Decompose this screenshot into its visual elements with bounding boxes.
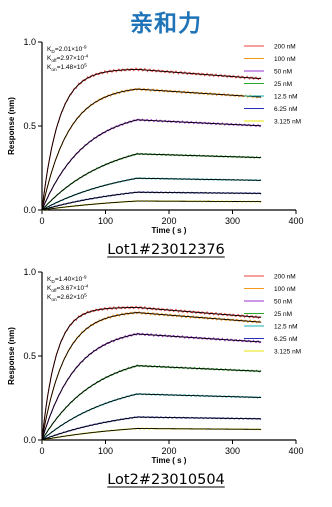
fit-curve-12-5-nM	[41, 177, 262, 211]
legend-label: 25 nM	[274, 81, 292, 88]
response-curve-50-nM	[41, 332, 262, 441]
kinetics-value: =1.48×10	[57, 64, 85, 71]
kinetics-subscript: D	[51, 49, 55, 55]
x-tick-label: 100	[98, 446, 113, 456]
legend-label: 25 nM	[274, 311, 292, 318]
kinetics-koff: Koff=2.97×10-4	[47, 53, 89, 63]
kinetics-symbol: K	[47, 294, 52, 301]
x-tick-label: 200	[161, 446, 176, 456]
chart-lot1: 0 100 200 300 400 0.0 0.5 1.0 Time ( s ) Response…	[7, 37, 304, 258]
response-curve-50-nM	[41, 118, 262, 211]
legend-label: 3.125 nM	[274, 118, 301, 125]
kinetics-koff: Koff=3.67×10-4	[47, 283, 89, 293]
fit-curve-25-nM	[41, 365, 262, 441]
fit-curve-50-nM	[41, 333, 262, 441]
kinetics-exponent: -4	[84, 53, 89, 59]
fit-curve-6-25-nM	[41, 416, 262, 441]
kinetics-KD: KD=1.40×10-9	[47, 274, 87, 284]
fit-curve-3-125-nM	[41, 428, 262, 441]
response-curves	[41, 67, 262, 211]
legend-label: 6.25 nM	[274, 336, 298, 343]
x-axis-label: Time ( s )	[152, 456, 187, 465]
legend-label: 6.25 nM	[274, 106, 298, 113]
response-curve-200-nM	[41, 305, 262, 441]
kinetics-symbol: K	[47, 64, 52, 71]
response-curve-100-nM	[41, 87, 262, 210]
legend-label: 12.5 nM	[274, 323, 298, 330]
page-title: 亲和力	[130, 11, 202, 37]
kinetics-value: =1.40×10	[55, 276, 83, 283]
kinetics-exponent: 5	[84, 62, 87, 68]
fit-curve-100-nM	[41, 88, 262, 211]
y-tick-label: 0.0	[23, 205, 36, 215]
fit-curve-100-nM	[41, 312, 262, 441]
kinetics-subscript: D	[51, 279, 55, 285]
x-tick-label: 400	[288, 446, 303, 456]
kinetics-exponent: -4	[84, 283, 89, 289]
lot-caption: Lot2#23010504	[107, 472, 225, 488]
kinetics-value: =2.01×10	[55, 46, 83, 53]
x-tick-label: 300	[225, 216, 240, 226]
y-tick-label: 1.0	[23, 267, 36, 277]
kinetics-subscript: off	[51, 288, 57, 294]
kinetics-exponent: -9	[82, 44, 87, 50]
y-tick-label: 0.5	[23, 351, 36, 361]
legend-label: 100 nM	[274, 56, 296, 63]
response-curve-100-nM	[41, 310, 262, 440]
fit-curves	[41, 68, 262, 211]
fit-curve-25-nM	[41, 153, 262, 211]
y-tick-label: 1.0	[23, 37, 36, 47]
kinetics-kon: Kon=1.48×105	[47, 62, 87, 72]
y-axis-label: Response (nm)	[7, 327, 16, 385]
legend-label: 50 nM	[274, 68, 292, 75]
kinetics-exponent: -9	[82, 274, 87, 280]
kinetics-subscript: on	[51, 298, 57, 303]
x-tick-label: 100	[98, 216, 113, 226]
legend-label: 200 nM	[274, 273, 296, 280]
lot-caption: Lot1#23012376	[107, 242, 225, 258]
kinetics-subscript: off	[51, 58, 57, 64]
x-tick-label: 200	[161, 216, 176, 226]
fit-curves	[41, 306, 262, 441]
kinetics-value: =3.67×10	[57, 285, 85, 292]
kinetics-exponent: 5	[84, 292, 87, 298]
x-axis-label: Time ( s )	[152, 226, 187, 235]
fit-curve-12-5-nM	[41, 393, 262, 441]
y-tick-label: 0.0	[23, 435, 36, 445]
fit-curve-50-nM	[41, 119, 262, 211]
legend-label: 100 nM	[274, 286, 296, 293]
x-tick-label: 0	[39, 446, 44, 456]
legend-label: 200 nM	[274, 43, 296, 50]
legend-label: 50 nM	[274, 298, 292, 305]
response-curves	[41, 305, 262, 441]
kinetics-symbol: K	[47, 285, 52, 292]
fit-curve-6-25-nM	[41, 191, 262, 211]
kinetics-symbol: K	[47, 55, 52, 62]
kinetics-value: =2.97×10	[57, 55, 85, 62]
response-curve-200-nM	[41, 67, 262, 211]
y-axis-label: Response (nm)	[7, 97, 16, 155]
fit-curve-200-nM	[41, 306, 262, 441]
x-tick-label: 400	[288, 216, 303, 226]
kinetics-value: =2.62×10	[57, 294, 85, 301]
fit-curve-3-125-nM	[41, 200, 262, 211]
fit-curve-200-nM	[41, 68, 262, 211]
kinetics-symbol: K	[47, 276, 52, 283]
kinetics-symbol: K	[47, 46, 52, 53]
x-tick-label: 300	[225, 446, 240, 456]
chart-lot2: 0 100 200 300 400 0.0 0.5 1.0 Time ( s ) Response…	[7, 267, 304, 488]
y-tick-label: 0.5	[23, 121, 36, 131]
kinetics-KD: KD=2.01×10-9	[47, 44, 87, 54]
legend-label: 12.5 nM	[274, 93, 298, 100]
response-curve-12-5-nM	[41, 177, 262, 211]
kinetics-subscript: on	[51, 68, 57, 73]
kinetics-kon: Kon=2.62×105	[47, 292, 87, 302]
legend-label: 3.125 nM	[274, 348, 301, 355]
x-tick-label: 0	[39, 216, 44, 226]
